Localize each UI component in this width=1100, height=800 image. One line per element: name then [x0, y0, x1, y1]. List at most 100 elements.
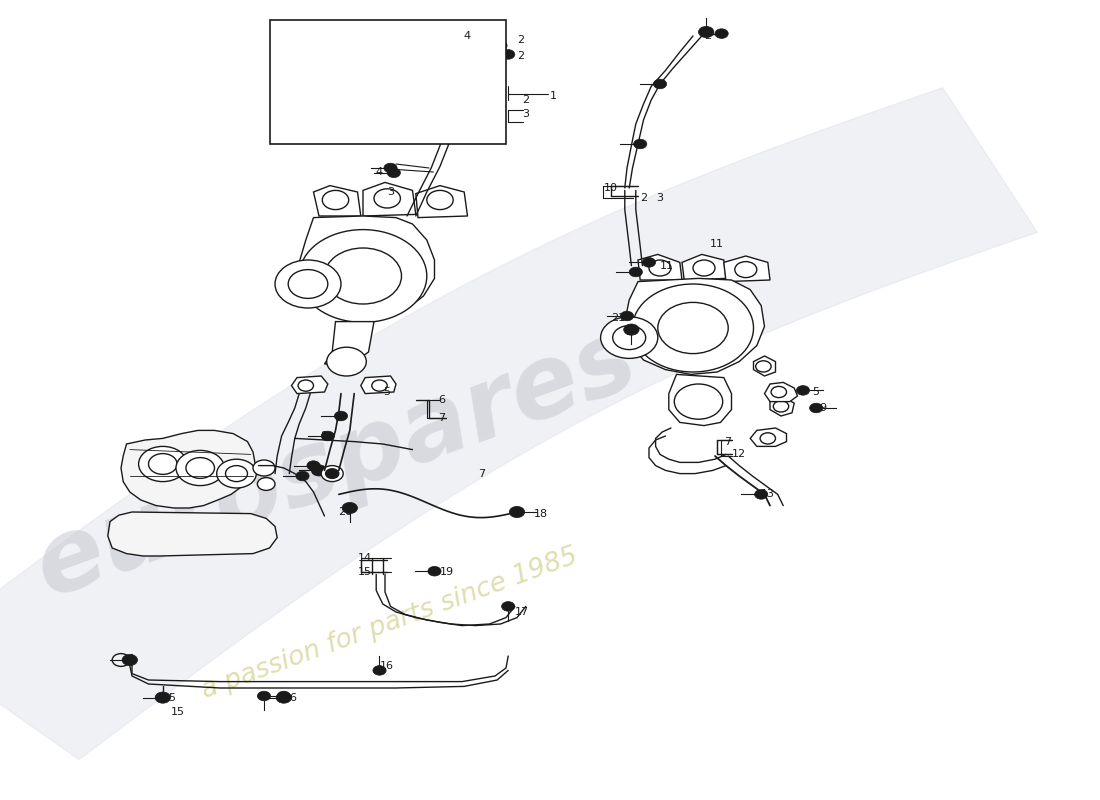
Circle shape	[326, 469, 339, 478]
Text: 5: 5	[384, 387, 390, 397]
Circle shape	[307, 461, 320, 470]
Circle shape	[226, 466, 248, 482]
Circle shape	[502, 602, 515, 611]
Circle shape	[771, 386, 786, 398]
Polygon shape	[416, 186, 468, 218]
Text: 15: 15	[170, 707, 185, 717]
Circle shape	[186, 458, 214, 478]
Circle shape	[427, 190, 453, 210]
Circle shape	[658, 302, 728, 354]
Circle shape	[773, 401, 789, 412]
Circle shape	[148, 454, 177, 474]
Circle shape	[257, 478, 275, 490]
Circle shape	[384, 163, 397, 173]
Polygon shape	[299, 216, 435, 322]
Circle shape	[311, 465, 327, 476]
Circle shape	[494, 41, 507, 50]
Polygon shape	[754, 356, 776, 376]
Polygon shape	[638, 254, 682, 280]
Circle shape	[620, 311, 634, 321]
Text: 4: 4	[376, 167, 383, 177]
Text: 2: 2	[640, 193, 647, 202]
Circle shape	[372, 380, 387, 391]
Polygon shape	[121, 430, 255, 508]
Circle shape	[642, 258, 656, 267]
Polygon shape	[0, 88, 1037, 759]
Circle shape	[275, 260, 341, 308]
Polygon shape	[292, 376, 328, 394]
Text: 3: 3	[626, 327, 632, 337]
Text: 10: 10	[604, 183, 617, 193]
Circle shape	[257, 691, 271, 701]
Circle shape	[632, 284, 754, 372]
Circle shape	[296, 471, 309, 481]
Text: 5: 5	[812, 387, 818, 397]
Text: 3: 3	[387, 187, 394, 197]
Circle shape	[374, 189, 400, 208]
Circle shape	[387, 168, 400, 178]
Text: 7: 7	[478, 469, 485, 478]
Circle shape	[321, 431, 334, 441]
Text: 8: 8	[321, 431, 328, 441]
Circle shape	[624, 324, 639, 335]
Circle shape	[466, 35, 480, 45]
Circle shape	[139, 446, 187, 482]
Circle shape	[649, 260, 671, 276]
Circle shape	[276, 692, 292, 703]
Circle shape	[327, 347, 366, 376]
Text: 12: 12	[732, 450, 746, 459]
Text: a passion for parts since 1985: a passion for parts since 1985	[198, 544, 581, 704]
Text: eurospares: eurospares	[22, 310, 650, 618]
Circle shape	[810, 403, 823, 413]
Text: 3: 3	[657, 193, 663, 202]
Text: 20: 20	[338, 507, 352, 517]
Circle shape	[428, 566, 441, 576]
Text: 2: 2	[517, 35, 524, 45]
Text: 15: 15	[163, 693, 177, 702]
Polygon shape	[750, 428, 786, 446]
Text: 18: 18	[534, 509, 548, 518]
Circle shape	[698, 26, 714, 38]
Circle shape	[756, 361, 771, 372]
Polygon shape	[363, 182, 416, 216]
Text: 7: 7	[438, 413, 444, 422]
Text: 16: 16	[379, 661, 394, 670]
Polygon shape	[108, 512, 277, 556]
Circle shape	[122, 654, 138, 666]
Text: 9: 9	[820, 403, 826, 413]
Circle shape	[629, 267, 642, 277]
Circle shape	[324, 248, 402, 304]
Circle shape	[693, 260, 715, 276]
Circle shape	[735, 262, 757, 278]
Text: 21: 21	[610, 314, 625, 323]
Text: 2: 2	[704, 31, 711, 41]
Circle shape	[502, 50, 515, 59]
Circle shape	[298, 380, 314, 391]
Circle shape	[715, 29, 728, 38]
Polygon shape	[770, 397, 794, 416]
Circle shape	[253, 460, 275, 476]
Circle shape	[321, 466, 343, 482]
Circle shape	[796, 386, 810, 395]
Circle shape	[509, 506, 525, 518]
Text: 13: 13	[761, 490, 776, 499]
Text: 6: 6	[438, 395, 444, 405]
Text: 14: 14	[358, 554, 372, 563]
Text: 3: 3	[522, 109, 529, 118]
Circle shape	[334, 411, 348, 421]
Circle shape	[299, 230, 427, 322]
Text: 8: 8	[310, 463, 317, 473]
Circle shape	[373, 666, 386, 675]
Circle shape	[322, 190, 349, 210]
Text: 16: 16	[284, 693, 298, 702]
Text: 1: 1	[550, 91, 557, 101]
Circle shape	[634, 139, 647, 149]
Polygon shape	[682, 254, 726, 280]
Polygon shape	[764, 382, 798, 402]
Polygon shape	[625, 278, 764, 374]
Circle shape	[613, 326, 646, 350]
Text: 11: 11	[660, 261, 674, 270]
Circle shape	[277, 691, 290, 701]
Text: 15: 15	[358, 567, 372, 577]
Circle shape	[674, 384, 723, 419]
